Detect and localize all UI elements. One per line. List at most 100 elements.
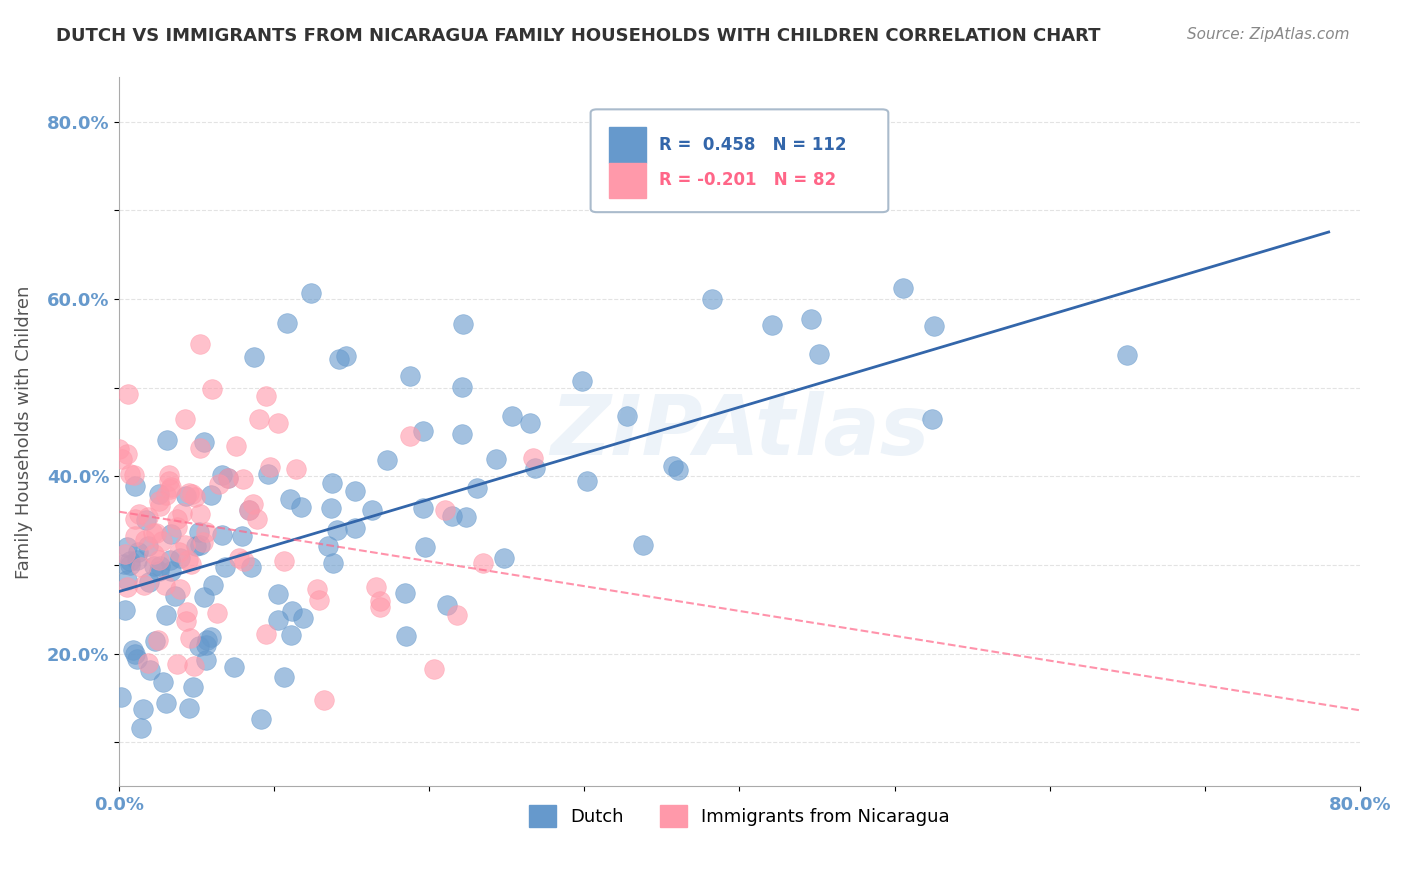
Immigrants from Nicaragua [200,383,222,397]
Dutch [440,509,463,524]
Immigrants from Nicaragua [166,657,188,672]
Immigrants from Nicaragua [117,447,139,461]
Immigrants from Nicaragua [522,451,544,466]
Immigrants from Nicaragua [155,488,177,502]
Immigrants from Nicaragua [114,547,136,561]
Immigrants from Nicaragua [247,412,270,426]
Dutch [267,587,290,601]
Immigrants from Nicaragua [124,511,146,525]
Dutch [114,602,136,616]
Dutch [138,574,160,589]
Immigrants from Nicaragua [115,580,138,594]
Dutch [451,380,474,394]
Immigrants from Nicaragua [246,512,269,526]
Immigrants from Nicaragua [166,520,188,534]
Dutch [159,527,181,541]
Dutch [200,488,222,502]
Dutch [193,435,215,450]
Dutch [343,521,366,535]
Immigrants from Nicaragua [368,593,391,607]
Dutch [485,451,508,466]
Immigrants from Nicaragua [124,467,146,482]
Dutch [394,629,416,643]
Dutch [321,475,343,490]
Immigrants from Nicaragua [188,441,211,455]
Dutch [250,713,273,727]
Dutch [118,558,141,573]
Dutch [155,696,177,710]
Dutch [326,523,349,537]
Dutch [239,559,262,574]
Dutch [292,611,315,625]
Dutch [149,558,172,573]
Dutch [243,351,266,365]
Immigrants from Nicaragua [398,429,420,443]
Immigrants from Nicaragua [148,553,170,567]
Immigrants from Nicaragua [472,556,495,570]
Dutch [273,670,295,684]
Immigrants from Nicaragua [238,503,260,517]
Immigrants from Nicaragua [177,486,200,500]
Dutch [412,425,434,439]
Dutch [415,541,437,555]
Dutch [159,553,181,567]
Dutch [160,564,183,578]
Dutch [132,701,155,715]
Immigrants from Nicaragua [254,627,277,641]
Dutch [281,604,304,618]
Dutch [211,468,233,483]
Dutch [188,524,211,539]
Dutch [394,586,416,600]
Immigrants from Nicaragua [194,524,217,539]
Dutch [238,503,260,517]
Immigrants from Nicaragua [173,538,195,552]
Dutch [800,312,823,326]
Dutch [143,558,166,573]
Immigrants from Nicaragua [181,486,204,500]
Dutch [135,513,157,527]
Immigrants from Nicaragua [118,467,141,482]
Dutch [194,638,217,652]
Immigrants from Nicaragua [129,560,152,574]
Immigrants from Nicaragua [167,545,190,559]
Dutch [501,409,523,424]
Dutch [344,484,367,499]
Immigrants from Nicaragua [433,503,456,517]
Dutch [112,557,135,571]
Immigrants from Nicaragua [273,553,295,567]
Immigrants from Nicaragua [423,662,446,676]
Dutch [174,489,197,503]
Immigrants from Nicaragua [136,656,159,670]
FancyBboxPatch shape [591,110,889,212]
Dutch [1116,348,1139,362]
Dutch [127,652,149,666]
Immigrants from Nicaragua [191,535,214,549]
Dutch [231,529,253,543]
Dutch [148,487,170,501]
Immigrants from Nicaragua [166,512,188,526]
Immigrants from Nicaragua [446,607,468,622]
Immigrants from Nicaragua [183,491,205,505]
Dutch [662,459,685,474]
Dutch [456,509,478,524]
Immigrants from Nicaragua [228,551,250,566]
FancyBboxPatch shape [609,162,647,198]
Immigrants from Nicaragua [124,529,146,543]
Immigrants from Nicaragua [111,451,134,466]
Dutch [375,452,398,467]
Immigrants from Nicaragua [305,582,328,596]
Dutch [276,316,298,330]
Dutch [322,556,344,570]
Dutch [666,463,689,477]
Immigrants from Nicaragua [159,482,181,496]
Immigrants from Nicaragua [145,526,167,541]
Dutch [193,590,215,604]
Dutch [808,347,831,361]
Dutch [523,460,546,475]
Dutch [335,349,357,363]
Immigrants from Nicaragua [170,506,193,520]
Dutch [129,721,152,735]
Dutch [280,628,302,642]
Dutch [316,540,339,554]
Immigrants from Nicaragua [142,525,165,540]
